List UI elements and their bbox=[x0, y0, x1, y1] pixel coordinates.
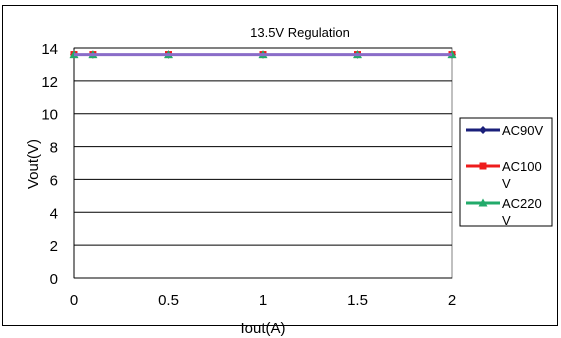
y-tick-label: 12 bbox=[41, 74, 58, 91]
y-tick-label: 2 bbox=[50, 238, 58, 255]
y-tick-label: 0 bbox=[50, 271, 58, 288]
legend-item: AC90V bbox=[466, 123, 544, 138]
x-tick-label: 2 bbox=[448, 292, 456, 309]
chart-title: 13.5V Regulation bbox=[250, 25, 350, 40]
plot-area bbox=[73, 47, 453, 279]
legend-marker bbox=[479, 126, 487, 134]
series-layer bbox=[69, 50, 457, 59]
x-tick-label: 1 bbox=[259, 292, 267, 309]
legend-item: AC220 V bbox=[466, 196, 542, 228]
legend-item: AC100 V bbox=[466, 159, 542, 191]
legend-label: AC100 V bbox=[502, 159, 542, 191]
x-axis-ticks: 0 0.5 1 1.5 2 bbox=[70, 292, 456, 309]
legend-box bbox=[459, 117, 553, 227]
y-tick-label: 4 bbox=[50, 205, 58, 222]
x-axis-label: Iout(A) bbox=[240, 320, 285, 337]
y-tick-label: 10 bbox=[41, 107, 58, 124]
y-axis-label: Vout(V) bbox=[25, 139, 42, 189]
legend: AC90V AC100 V AC220 V bbox=[466, 123, 544, 228]
y-tick-label: 6 bbox=[50, 172, 58, 189]
x-tick-label: 1.5 bbox=[347, 292, 368, 309]
y-tick-label: 8 bbox=[50, 140, 58, 157]
x-tick-label: 0 bbox=[70, 292, 78, 309]
y-axis-ticks: 0 2 4 6 8 10 12 14 bbox=[41, 41, 58, 288]
gridlines bbox=[74, 47, 452, 246]
legend-marker bbox=[478, 198, 488, 207]
x-tick-label: 0.5 bbox=[158, 292, 179, 309]
legend-marker bbox=[479, 162, 487, 170]
legend-label: AC220 V bbox=[502, 196, 542, 228]
legend-label: AC90V bbox=[502, 123, 544, 138]
y-tick-label: 14 bbox=[41, 41, 58, 58]
